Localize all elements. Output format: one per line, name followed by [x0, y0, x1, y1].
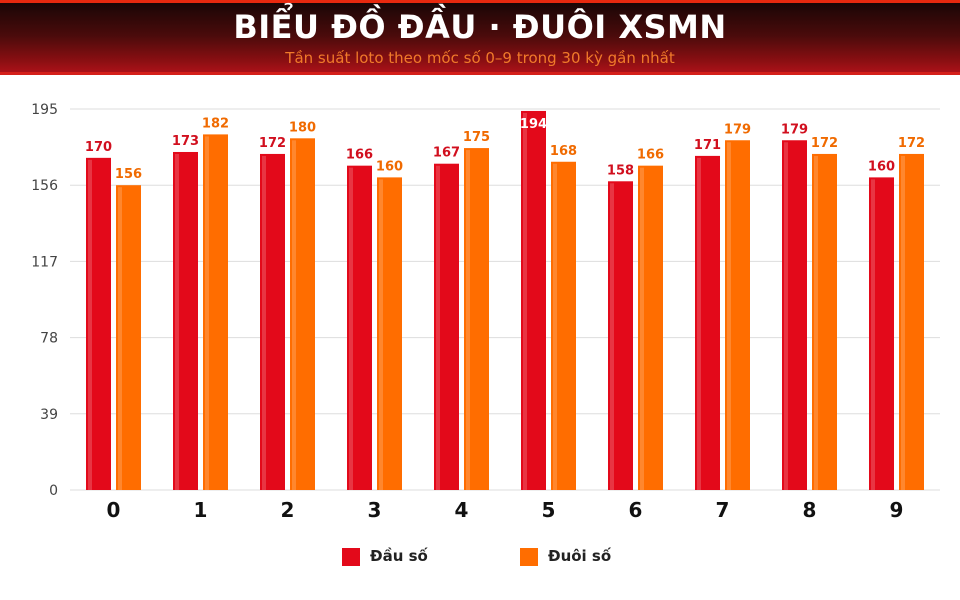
x-tick-label: 9 [890, 498, 904, 522]
y-tick-label: 195 [31, 102, 58, 118]
data-label: 160 [376, 159, 403, 174]
bar-highlight [871, 179, 875, 490]
bar-highlight [640, 167, 644, 490]
y-tick-label: 78 [40, 331, 58, 347]
bar-highlight [436, 165, 440, 490]
x-tick-label: 3 [368, 498, 382, 522]
bar-highlight [697, 157, 701, 490]
bar-dau [173, 151, 198, 490]
data-label: 172 [259, 136, 286, 151]
legend-swatch-duoi [520, 548, 538, 566]
bar-highlight [175, 153, 179, 490]
bar-duoi [551, 161, 576, 490]
chart-title: BIỂU ĐỒ ĐẦU · ĐUÔI XSMN [233, 8, 727, 46]
data-label: 166 [346, 148, 373, 163]
x-tick-label: 6 [629, 498, 643, 522]
chart-header: BIỂU ĐỒ ĐẦU · ĐUÔI XSMN Tần suất loto th… [0, 0, 960, 75]
y-tick-label: 156 [31, 178, 58, 194]
data-label: 166 [637, 148, 664, 163]
data-label: 172 [898, 136, 925, 151]
x-tick-label: 4 [455, 498, 469, 522]
data-label: 179 [781, 122, 808, 137]
bar-duoi [377, 177, 402, 490]
data-label: 179 [724, 122, 751, 137]
bar-highlight [466, 150, 470, 491]
bar-duoi [899, 153, 924, 490]
bar-dau [521, 110, 546, 490]
y-tick-label: 0 [49, 483, 58, 499]
bar-duoi [812, 153, 837, 490]
y-tick-label: 39 [40, 407, 58, 423]
x-tick-label: 8 [803, 498, 817, 522]
x-tick-label: 2 [281, 498, 295, 522]
bar-highlight [118, 187, 122, 490]
bar-duoi [203, 134, 228, 490]
bar-dau [347, 165, 372, 490]
bar-dau [86, 157, 111, 490]
bar-highlight [901, 155, 905, 490]
bar-duoi [116, 185, 141, 490]
x-tick-label: 0 [107, 498, 121, 522]
bar-highlight [292, 140, 296, 491]
data-label: 156 [115, 167, 142, 182]
chart-legend: Đầu số Đuôi số [0, 546, 960, 566]
data-label: 180 [289, 120, 316, 135]
bar-highlight [88, 159, 92, 490]
legend-label-dau: Đầu số [370, 547, 428, 565]
bar-highlight [727, 142, 731, 490]
data-label: 173 [172, 134, 199, 149]
bar-highlight [349, 167, 353, 490]
bar-dau [869, 177, 894, 490]
bar-dau [782, 140, 807, 490]
header-divider [0, 72, 960, 75]
y-tick-label: 117 [31, 254, 58, 270]
bar-highlight [553, 163, 557, 490]
data-label: 158 [607, 163, 634, 178]
bar-duoi [725, 140, 750, 490]
x-tick-label: 1 [194, 498, 208, 522]
data-label: 194 [520, 117, 547, 132]
data-label: 167 [433, 146, 460, 161]
bar-highlight [523, 112, 527, 490]
x-tick-label: 5 [542, 498, 556, 522]
bar-dau [695, 155, 720, 490]
data-label: 170 [85, 140, 112, 155]
bar-highlight [205, 136, 209, 490]
bar-highlight [379, 179, 383, 490]
chart-subtitle: Tần suất loto theo mốc số 0–9 trong 30 k… [285, 49, 675, 67]
data-label: 175 [463, 130, 490, 145]
x-tick-label: 7 [716, 498, 730, 522]
data-label: 168 [550, 144, 577, 159]
bar-duoi [290, 138, 315, 491]
legend-label-duoi: Đuôi số [548, 547, 612, 565]
bar-highlight [784, 142, 788, 490]
bar-dau [608, 181, 633, 491]
bar-dau [434, 163, 459, 490]
bar-highlight [814, 155, 818, 490]
bar-highlight [262, 155, 266, 490]
data-label: 160 [868, 159, 895, 174]
bar-dau [260, 153, 285, 490]
data-label: 171 [694, 138, 721, 153]
data-label: 182 [202, 116, 229, 131]
bar-duoi [464, 148, 489, 491]
legend-swatch-dau [342, 548, 360, 566]
data-label: 172 [811, 136, 838, 151]
bar-duoi [638, 165, 663, 490]
bar-highlight [610, 183, 614, 491]
